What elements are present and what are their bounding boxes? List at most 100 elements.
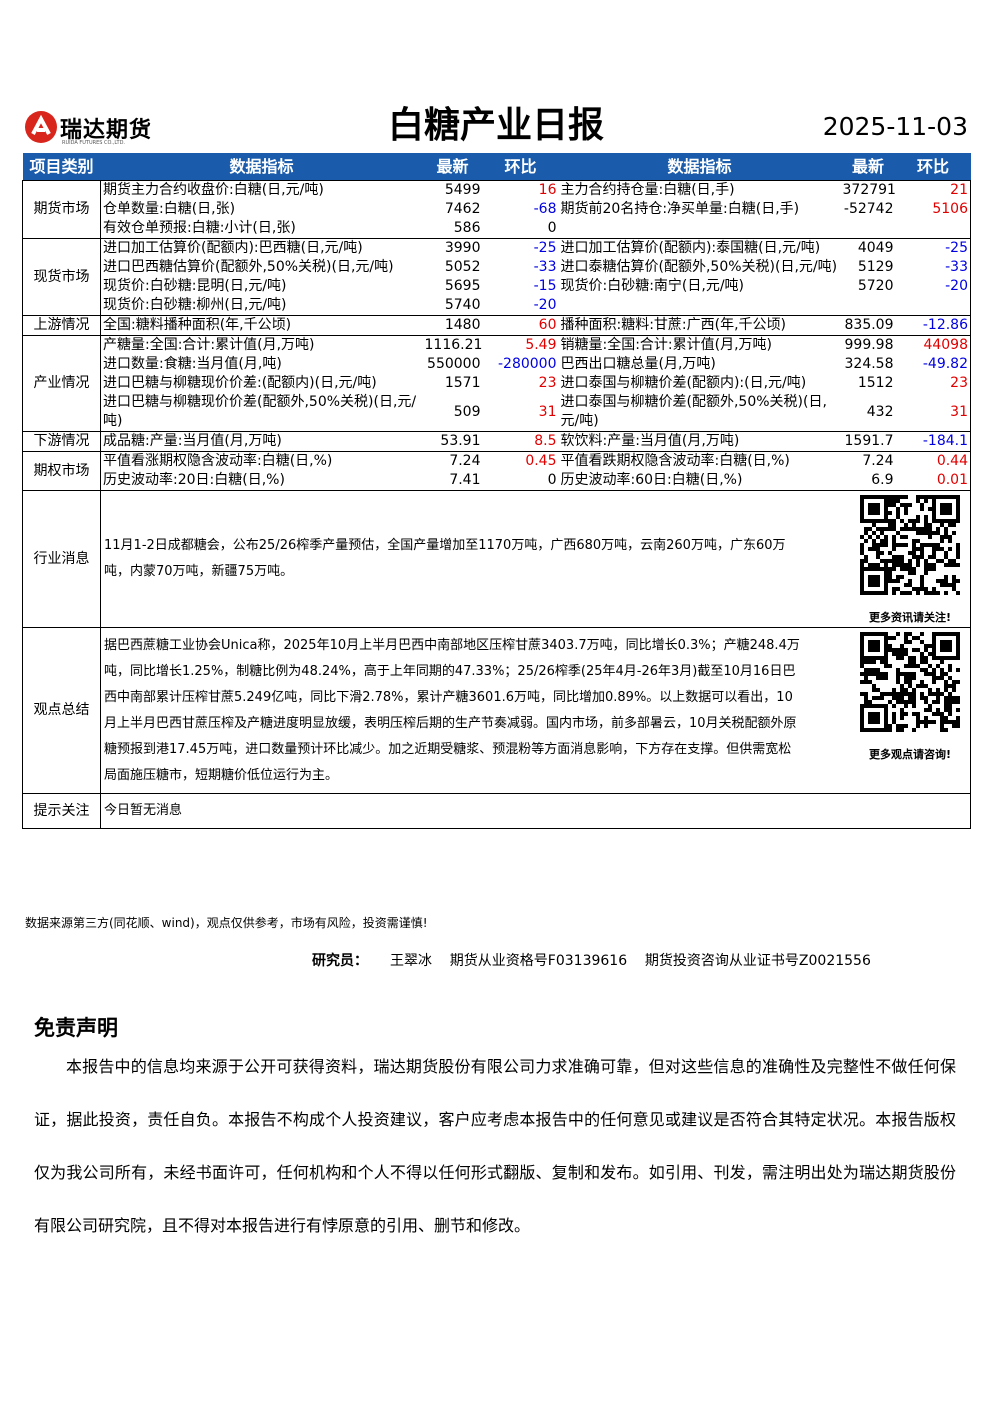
change: -280000 bbox=[498, 356, 557, 372]
indicator: 进口巴糖与柳糖现价价差(配额外,50%关税)(日,元/吨) bbox=[103, 394, 417, 429]
logo-sub: RUIDA FUTURES CO.,LTD. bbox=[62, 140, 126, 146]
change: 23 bbox=[895, 374, 971, 393]
indicator: 进口巴西糖估算价(配额外,50%关税)(日,元/吨) bbox=[103, 259, 394, 275]
latest: 1512 bbox=[857, 375, 894, 391]
qr-caption: 更多资讯请关注! bbox=[868, 611, 952, 624]
category: 期权市场 bbox=[22, 451, 101, 491]
category: 提示关注 bbox=[22, 793, 101, 829]
message: 今日暂无消息 bbox=[100, 793, 971, 829]
change: 44098 bbox=[895, 335, 971, 355]
latest: 6.9 bbox=[871, 472, 894, 488]
indicator: 期货前20名持仓:净买单量:白糖(日,手) bbox=[560, 201, 800, 217]
researcher-label: 研究员： bbox=[312, 953, 368, 969]
indicator: 进口加工估算价(配额内):泰国糖(日,元/吨) bbox=[558, 238, 841, 258]
latest: 372791 bbox=[840, 180, 896, 200]
latest: 7.24 bbox=[840, 451, 896, 471]
data-row: 进口数量:食糖:当月值(月,吨) 550000 -280000 巴西出口糖总量(月,万… bbox=[23, 355, 971, 374]
date: 2025-11-03 bbox=[822, 112, 968, 141]
change: -25 bbox=[482, 238, 559, 258]
latest: 835.09 bbox=[840, 315, 896, 336]
data-row: 期权市场 平值看涨期权隐含波动率:白糖(日,%) 7.24 0.45 平值看跌期权隐含波… bbox=[22, 451, 971, 491]
indicator: 进口泰糖估算价(配额外,50%关税)(日,元/吨) bbox=[560, 259, 838, 275]
indicator: 巴西出口糖总量(月,万吨) bbox=[560, 356, 716, 372]
researcher: 王翠冰 期货从业资格号F03139616 期货投资咨询从业证书号Z0021556 bbox=[390, 953, 871, 969]
change: 0.45 bbox=[482, 451, 559, 471]
change: -12.86 bbox=[895, 315, 971, 336]
change: 8.5 bbox=[482, 431, 559, 452]
data-row: 进口巴糖与柳糖现价价差:(配额内)(日,元/吨) 1571 23 进口泰国与柳糖价差(… bbox=[23, 374, 971, 393]
change: 0 bbox=[547, 220, 557, 236]
category: 观点总结 bbox=[22, 627, 101, 794]
change: -15 bbox=[533, 278, 557, 294]
indicator: 产糖量:全国:合计:累计值(月,万吨) bbox=[100, 335, 423, 355]
change: 5.49 bbox=[482, 335, 559, 355]
column-header: 最新 bbox=[840, 153, 896, 181]
latest: 550000 bbox=[427, 356, 481, 372]
change: -184.1 bbox=[895, 431, 971, 452]
latest: 1591.7 bbox=[840, 431, 896, 452]
indicator: 仓单数量:白糖(日,张) bbox=[103, 201, 236, 217]
indicator: 进口泰国与柳糖价差(配额外,50%关税)(日,元/吨) bbox=[560, 394, 827, 429]
message: 11月1-2日成都糖会，公布25/26榨季产量预估，全国产量增加至1170万吨，… bbox=[100, 490, 971, 628]
data-table: 项目类别 数据指标 最新 环比 数据指标 最新 环比 期货市场 期货主力合约收盘价:白糖(日,元… bbox=[22, 153, 971, 829]
indicator: 历史波动率:60日:白糖(日,%) bbox=[560, 472, 743, 488]
column-header: 环比 bbox=[895, 153, 971, 181]
data-row: 进口巴西糖估算价(配额外,50%关税)(日,元/吨) 5052 -33 进口泰糖估算价… bbox=[23, 258, 971, 277]
logo-icon bbox=[25, 111, 57, 143]
category: 现货市场 bbox=[22, 238, 101, 316]
latest: 5499 bbox=[422, 180, 483, 200]
indicator: 现货价:白砂糖:南宁(日,元/吨) bbox=[560, 278, 745, 294]
data-row: 仓单数量:白糖(日,张) 7462 -68 期货前20名持仓:净买单量:白糖(日,手)… bbox=[23, 200, 971, 219]
data-row: 历史波动率:20日:白糖(日,%) 7.41 0 历史波动率:60日:白糖(日,%) 6… bbox=[23, 471, 971, 491]
indicator: 成品糖:产量:当月值(月,万吨) bbox=[100, 431, 423, 452]
disclaimer-text: 本报告中的信息均来源于公开可获得资料，瑞达期货股份有限公司力求准确可靠，但对这些… bbox=[34, 1057, 956, 1235]
change: -25 bbox=[895, 238, 971, 258]
change: 31 bbox=[538, 403, 557, 420]
data-row: 现货市场 进口加工估算价(配额内):巴西糖(日,元/吨) 3990 -25 进口加工估算… bbox=[22, 238, 971, 316]
latest: 7462 bbox=[444, 201, 481, 217]
empty-cell bbox=[558, 296, 971, 316]
message-row: 行业消息 11月1-2日成都糖会，公布25/26榨季产量预估，全国产量增加至117… bbox=[22, 490, 971, 628]
change: 31 bbox=[895, 393, 971, 432]
qr-code bbox=[860, 632, 960, 732]
latest: 999.98 bbox=[840, 335, 896, 355]
indicator: 进口巴糖与柳糖现价价差:(配额内)(日,元/吨) bbox=[103, 375, 377, 391]
latest: 432 bbox=[866, 403, 894, 420]
category: 上游情况 bbox=[22, 315, 101, 336]
latest: 7.24 bbox=[422, 451, 483, 471]
indicator: 进口泰国与柳糖价差(配额内):(日,元/吨) bbox=[560, 375, 807, 391]
latest: -52742 bbox=[843, 201, 894, 217]
column-header: 数据指标 bbox=[100, 153, 423, 181]
category: 下游情况 bbox=[22, 431, 101, 452]
change: 23 bbox=[538, 375, 557, 391]
data-row: 期货市场 期货主力合约收盘价:白糖(日,元/吨) 5499 16 主力合约持仓量:白糖(… bbox=[22, 180, 971, 239]
data-row: 下游情况 成品糖:产量:当月值(月,万吨) 53.91 8.5 软饮料:产量:当月值(月… bbox=[22, 431, 971, 452]
change: 21 bbox=[895, 180, 971, 200]
change: -20 bbox=[895, 277, 971, 296]
message-text: 11月1-2日成都糖会，公布25/26榨季产量预估，全国产量增加至1170万吨，… bbox=[104, 538, 786, 579]
latest: 5052 bbox=[444, 259, 481, 275]
latest: 7.41 bbox=[449, 472, 481, 488]
indicator: 进口加工估算价(配额内):巴西糖(日,元/吨) bbox=[100, 238, 423, 258]
indicator: 软饮料:产量:当月值(月,万吨) bbox=[558, 431, 841, 452]
latest: 53.91 bbox=[422, 431, 483, 452]
latest: 586 bbox=[453, 220, 481, 236]
indicator: 平值看跌期权隐含波动率:白糖(日,%) bbox=[558, 451, 841, 471]
logo-text: 瑞达期货 bbox=[60, 118, 153, 143]
indicator: 有效仓单预报:白糖:小计(日,张) bbox=[103, 220, 296, 236]
indicator: 主力合约持仓量:白糖(日,手) bbox=[558, 180, 841, 200]
indicator: 现货价:白砂糖:昆明(日,元/吨) bbox=[103, 278, 287, 294]
indicator: 历史波动率:20日:白糖(日,%) bbox=[103, 472, 285, 488]
data-row: 产业情况 产糖量:全国:合计:累计值(月,万吨) 1116.21 5.49 销糖量:全国… bbox=[22, 335, 971, 432]
change: 0.44 bbox=[895, 451, 971, 471]
change: -33 bbox=[895, 258, 971, 277]
latest: 3990 bbox=[422, 238, 483, 258]
indicator: 销糖量:全国:合计:累计值(月,万吨) bbox=[558, 335, 841, 355]
category: 期货市场 bbox=[22, 180, 101, 239]
data-row: 现货价:白砂糖:昆明(日,元/吨) 5695 -15 现货价:白砂糖:南宁(日,元/吨… bbox=[23, 277, 971, 296]
change: -49.82 bbox=[895, 355, 971, 374]
column-header: 项目类别 bbox=[22, 153, 101, 181]
header-row: 项目类别 数据指标 最新 环比 数据指标 最新 环比 bbox=[22, 153, 971, 181]
change: 60 bbox=[482, 315, 559, 336]
